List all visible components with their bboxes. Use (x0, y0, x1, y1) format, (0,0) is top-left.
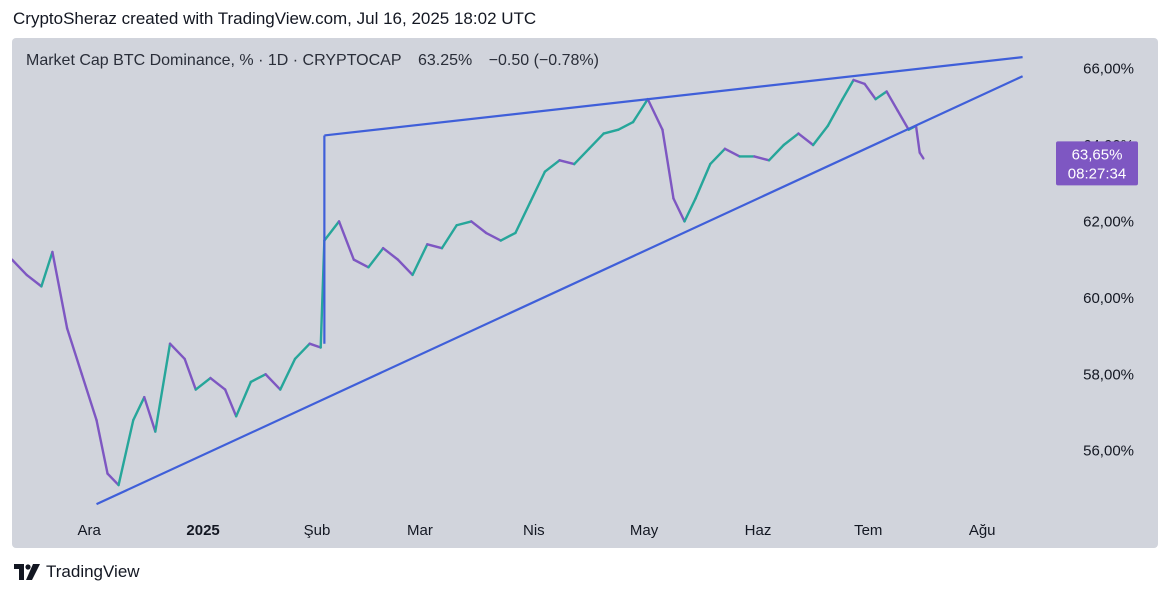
price-badge-countdown: 08:27:34 (1068, 165, 1126, 182)
price-segment (782, 132, 800, 147)
price-segment (293, 342, 311, 361)
price-segment (514, 201, 532, 235)
price-segment (661, 128, 675, 200)
price-segment (40, 250, 54, 288)
price-segment (896, 109, 910, 131)
footer: TradingView (14, 562, 140, 582)
price-segment (694, 162, 712, 200)
price-segment (914, 124, 921, 154)
price-segment (723, 147, 741, 158)
y-tick-label: 56,00% (1083, 443, 1134, 460)
price-segment (767, 143, 785, 162)
x-tick-label: Haz (745, 522, 772, 539)
price-segment (440, 224, 458, 250)
y-tick-label: 62,00% (1083, 213, 1134, 230)
price-segment (168, 342, 186, 361)
y-tick-label: 60,00% (1083, 290, 1134, 307)
price-segment (117, 418, 135, 487)
price-segment (484, 231, 502, 242)
price-segment (154, 342, 172, 433)
price-segment (852, 78, 866, 86)
price-segment (106, 472, 120, 487)
price-segment (543, 159, 561, 173)
price-badge (1056, 141, 1138, 186)
price-segment (264, 373, 282, 391)
y-tick-label: 66,00% (1083, 61, 1134, 78)
price-segment (797, 132, 815, 147)
price-segment (396, 258, 414, 277)
change-value: −0.50 (−0.78%) (488, 52, 599, 69)
price-segment (352, 258, 370, 269)
price-chart[interactable]: 56,00%58,00%60,00%62,00%64,00%66,00%Ara2… (12, 38, 1158, 548)
x-tick-label: 2025 (186, 522, 219, 539)
price-segment (885, 90, 899, 112)
price-segment (602, 128, 620, 135)
price-segment (558, 159, 576, 166)
price-segment (683, 197, 697, 223)
price-segment (709, 147, 727, 166)
x-tick-label: Nis (523, 522, 545, 539)
trendline-upper (324, 56, 1023, 137)
x-tick-label: Mar (407, 522, 433, 539)
chart-area[interactable]: 56,00%58,00%60,00%62,00%64,00%66,00%Ara2… (12, 38, 1158, 548)
x-tick-label: Şub (304, 522, 331, 539)
symbol-legend: Market Cap BTC Dominance, % · 1D · CRYPT… (26, 52, 603, 70)
price-segment (209, 376, 227, 391)
x-tick-label: Ara (78, 522, 102, 539)
price-segment (411, 243, 429, 277)
price-segment (672, 197, 686, 223)
price-segment (841, 78, 855, 101)
price-segment (80, 373, 98, 422)
x-tick-label: Tem (854, 522, 882, 539)
symbol-title: Market Cap BTC Dominance, % · 1D · CRYPT… (26, 52, 402, 69)
price-segment (811, 124, 830, 147)
chart-caption: CryptoSheraz created with TradingView.co… (13, 9, 537, 28)
trendline-lower (96, 75, 1024, 506)
price-segment (753, 155, 771, 162)
price-segment (65, 327, 84, 376)
price-segment (12, 258, 28, 277)
y-tick-label: 58,00% (1083, 366, 1134, 383)
price-segment (826, 97, 844, 128)
price-segment (308, 342, 322, 349)
price-segment (51, 250, 69, 330)
price-segment (95, 418, 109, 475)
price-segment (183, 357, 197, 391)
price-segment (279, 357, 297, 391)
price-segment (381, 246, 400, 261)
price-badge-value: 63,65% (1072, 146, 1123, 163)
price-segment (617, 120, 635, 131)
price-segment (194, 376, 212, 391)
price-segment (528, 170, 547, 204)
x-tick-label: Ağu (969, 522, 996, 539)
price-segment (234, 380, 253, 418)
price-segment (874, 90, 888, 101)
price-segment (646, 97, 664, 131)
x-tick-label: May (630, 522, 659, 539)
price-segment (863, 82, 877, 101)
price-segment (470, 220, 488, 235)
price-segment (455, 220, 473, 227)
price-segment (25, 273, 43, 288)
brand-name: TradingView (46, 562, 140, 581)
price-segment (143, 395, 157, 433)
price-segment (337, 220, 355, 261)
price-segment (499, 231, 517, 242)
price-segment (631, 97, 649, 124)
price-segment (367, 246, 385, 269)
tradingview-logo-icon (14, 564, 40, 580)
price-segment (587, 132, 605, 151)
current-value: 63.25% (417, 52, 473, 69)
price-segment (249, 373, 267, 384)
price-segment (426, 243, 444, 250)
price-segment (573, 147, 591, 166)
price-segment (132, 395, 146, 422)
price-segment (918, 151, 925, 160)
price-segment (223, 388, 238, 418)
price-segment (323, 220, 341, 242)
